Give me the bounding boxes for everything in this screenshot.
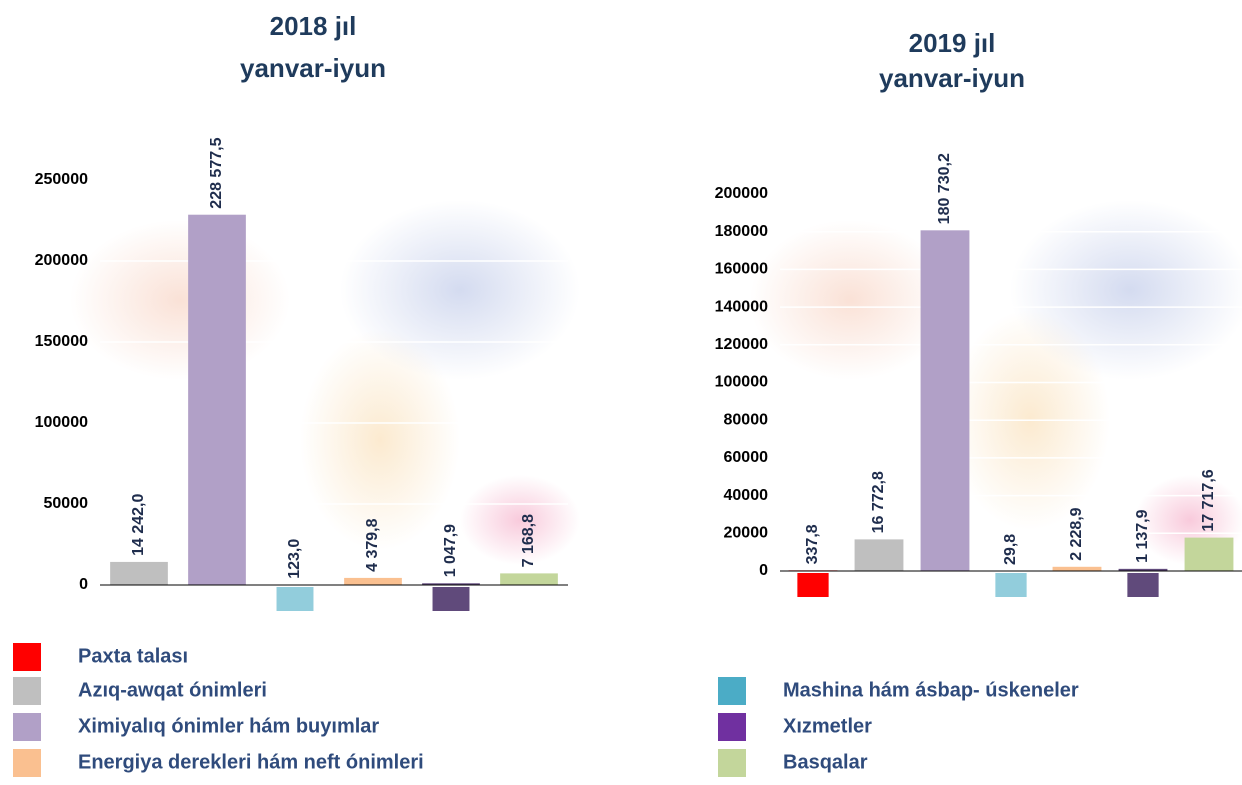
y-tick-label: 180000 <box>715 223 768 240</box>
legend-swatch <box>13 677 41 705</box>
value-label: 17 717,6 <box>1200 469 1217 531</box>
small-value-marker <box>1127 573 1159 597</box>
y-tick-label: 100000 <box>715 374 768 391</box>
value-label: 16 772,8 <box>870 471 887 533</box>
bar <box>1184 537 1234 571</box>
legend-swatch <box>13 643 41 671</box>
small-value-marker <box>995 573 1027 597</box>
bar <box>1118 568 1168 571</box>
y-tick-label: 0 <box>79 576 88 593</box>
value-label: 29,8 <box>1002 534 1019 565</box>
y-tick-label: 80000 <box>724 411 769 428</box>
y-tick-label: 150000 <box>35 333 88 350</box>
bar <box>110 561 168 585</box>
y-tick-label: 20000 <box>724 525 769 542</box>
legend-swatch <box>718 713 746 741</box>
chart-subtitle: yanvar-iyun <box>879 63 1025 93</box>
legend-swatch <box>718 677 746 705</box>
bar <box>854 539 904 571</box>
value-label: 4 379,8 <box>364 518 381 571</box>
bar <box>920 230 970 571</box>
legend-swatch <box>13 713 41 741</box>
legend-swatch <box>13 749 41 777</box>
value-label: 123,0 <box>286 539 303 579</box>
y-tick-label: 50000 <box>44 495 89 512</box>
chart-title: 2018 jıl <box>270 11 357 41</box>
small-value-marker <box>797 573 829 597</box>
y-tick-label: 140000 <box>715 298 768 315</box>
y-tick-label: 0 <box>759 562 768 579</box>
chart-title: 2019 jıl <box>909 28 996 58</box>
bar <box>500 573 558 585</box>
bar <box>1052 566 1102 571</box>
value-label: 228 577,5 <box>208 137 225 208</box>
value-label: 1 137,9 <box>1134 509 1151 562</box>
bar <box>422 583 480 585</box>
legend-label: Basqalar <box>783 751 868 773</box>
legend-label: Xızmetler <box>783 715 872 737</box>
legend-label: Paxta talası <box>78 645 188 667</box>
legend-label: Ximiyalıq ónimler hám buyımlar <box>78 715 379 737</box>
y-tick-label: 200000 <box>35 252 88 269</box>
legend-label: Energiya derekleri hám neft ónimleri <box>78 751 424 773</box>
small-value-marker <box>276 587 314 611</box>
y-tick-label: 40000 <box>724 487 769 504</box>
value-label: 7 168,8 <box>520 514 537 567</box>
value-label: 2 228,9 <box>1068 507 1085 560</box>
y-tick-label: 200000 <box>715 185 768 202</box>
value-label: 180 730,2 <box>936 153 953 224</box>
chart-subtitle: yanvar-iyun <box>240 53 386 83</box>
legend-swatch <box>718 749 746 777</box>
legend-label: Azıq-awqat ónimleri <box>78 679 267 701</box>
value-label: 337,8 <box>804 524 821 564</box>
y-tick-label: 120000 <box>715 336 768 353</box>
y-tick-label: 100000 <box>35 414 88 431</box>
bar <box>188 214 246 585</box>
small-value-marker <box>432 587 470 611</box>
y-tick-label: 250000 <box>35 171 88 188</box>
legend-label: Mashina hám ásbap- úskeneler <box>783 679 1079 701</box>
y-tick-label: 160000 <box>715 261 768 278</box>
value-label: 1 047,9 <box>442 524 459 577</box>
bar <box>344 577 402 585</box>
value-label: 14 242,0 <box>130 494 147 556</box>
y-tick-label: 60000 <box>724 449 769 466</box>
